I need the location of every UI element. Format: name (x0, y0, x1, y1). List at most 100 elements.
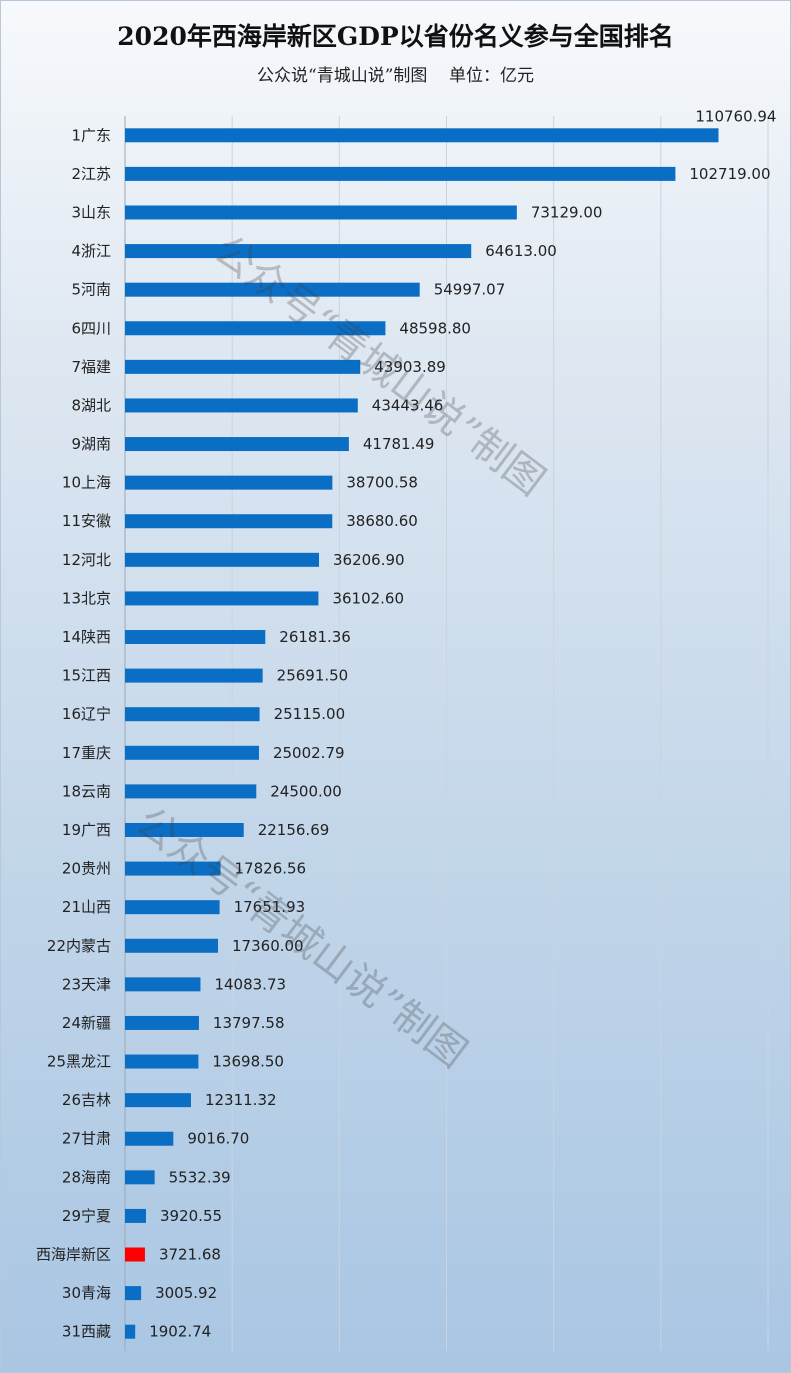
data-label: 13698.50 (212, 1053, 284, 1071)
data-label: 17360.00 (232, 937, 304, 955)
bar (125, 591, 319, 606)
bar (125, 900, 220, 915)
category-label: 28海南 (62, 1168, 111, 1186)
category-label: 9湖南 (71, 435, 111, 453)
data-label: 24500.00 (270, 782, 342, 800)
bar (125, 1324, 136, 1339)
data-label: 73129.00 (531, 203, 603, 221)
data-label: 12311.32 (205, 1091, 277, 1109)
category-label: 25黑龙江 (47, 1053, 111, 1071)
category-label: 10上海 (62, 474, 111, 492)
data-label: 1902.74 (149, 1323, 211, 1341)
bar (125, 938, 219, 953)
bar (125, 205, 517, 220)
category-label: 29宁夏 (62, 1207, 111, 1225)
category-label: 26吉林 (62, 1091, 111, 1109)
data-label: 64613.00 (485, 242, 557, 260)
bar (125, 437, 349, 452)
category-label: 1广东 (71, 126, 111, 144)
data-label: 17826.56 (235, 860, 307, 878)
category-label: 20贵州 (62, 860, 111, 878)
bar (125, 1170, 155, 1185)
category-label: 24新疆 (62, 1014, 111, 1032)
bar (125, 359, 361, 374)
data-label: 5532.39 (169, 1168, 231, 1186)
category-label: 5河南 (71, 281, 111, 299)
bar (125, 668, 263, 683)
data-label: 3005.92 (155, 1284, 217, 1302)
category-label: 12河北 (62, 551, 111, 569)
bar (125, 475, 333, 490)
category-label: 18云南 (62, 782, 111, 800)
bar (125, 282, 420, 297)
bar (125, 707, 260, 722)
category-label: 14陕西 (62, 628, 111, 646)
category-label: 11安徽 (62, 512, 111, 530)
bar (125, 514, 333, 529)
bar (125, 1286, 142, 1301)
data-label: 36102.60 (332, 589, 404, 607)
data-label: 22156.69 (258, 821, 330, 839)
data-label: 48598.80 (399, 319, 471, 337)
bar (125, 1093, 191, 1108)
category-label: 22内蒙古 (47, 937, 111, 955)
data-label: 25691.50 (277, 667, 349, 685)
bar (125, 784, 257, 799)
data-label: 14083.73 (214, 975, 286, 993)
category-label: 23天津 (62, 975, 111, 993)
bar (125, 552, 320, 567)
data-label: 25115.00 (274, 705, 346, 723)
data-label: 3920.55 (160, 1207, 222, 1225)
data-label: 25002.79 (273, 744, 345, 762)
data-label: 110760.94 (695, 107, 776, 125)
category-label: 3山东 (71, 203, 111, 221)
data-label: 17651.93 (234, 898, 306, 916)
chart-title: 2020年西海岸新区GDP以省份名义参与全国排名 (117, 22, 674, 51)
category-label: 27甘肃 (62, 1130, 111, 1148)
category-label: 21山西 (62, 898, 111, 916)
data-label: 26181.36 (279, 628, 351, 646)
bar (125, 321, 386, 336)
data-label: 13797.58 (213, 1014, 285, 1032)
data-label: 43903.89 (374, 358, 446, 376)
bar (125, 1131, 174, 1146)
bar (125, 1054, 199, 1069)
bar (125, 128, 719, 143)
data-label: 38700.58 (346, 474, 418, 492)
bar (125, 166, 676, 181)
bar (125, 630, 266, 645)
category-label: 17重庆 (62, 744, 111, 762)
data-label: 36206.90 (333, 551, 405, 569)
category-label: 13北京 (62, 589, 111, 607)
category-label: 2江苏 (71, 165, 111, 183)
data-label: 38680.60 (346, 512, 418, 530)
data-label: 9016.70 (187, 1130, 249, 1148)
category-label: 15江西 (62, 667, 111, 685)
bar (125, 1015, 199, 1030)
category-label: 7福建 (71, 358, 111, 376)
bar (125, 861, 221, 876)
bar (125, 745, 259, 760)
bar (125, 822, 244, 837)
bar (125, 244, 472, 259)
category-label: 8湖北 (71, 396, 111, 414)
bar (125, 977, 201, 992)
data-label: 3721.68 (159, 1246, 221, 1264)
category-label: 西海岸新区 (36, 1246, 111, 1264)
category-label: 6四川 (71, 319, 111, 337)
category-label: 16辽宁 (62, 705, 111, 723)
bar (125, 1247, 145, 1262)
data-label: 41781.49 (363, 435, 435, 453)
category-label: 30青海 (62, 1284, 111, 1302)
data-label: 102719.00 (689, 165, 770, 183)
bar (125, 1208, 147, 1223)
bar (125, 398, 358, 413)
category-label: 4浙江 (71, 242, 111, 260)
data-label: 54997.07 (434, 281, 506, 299)
category-label: 31西藏 (62, 1323, 111, 1341)
chart-subtitle: 公众说“青城山说”制图 单位：亿元 (257, 66, 534, 86)
data-label: 43443.46 (372, 396, 444, 414)
category-label: 19广西 (62, 821, 111, 839)
